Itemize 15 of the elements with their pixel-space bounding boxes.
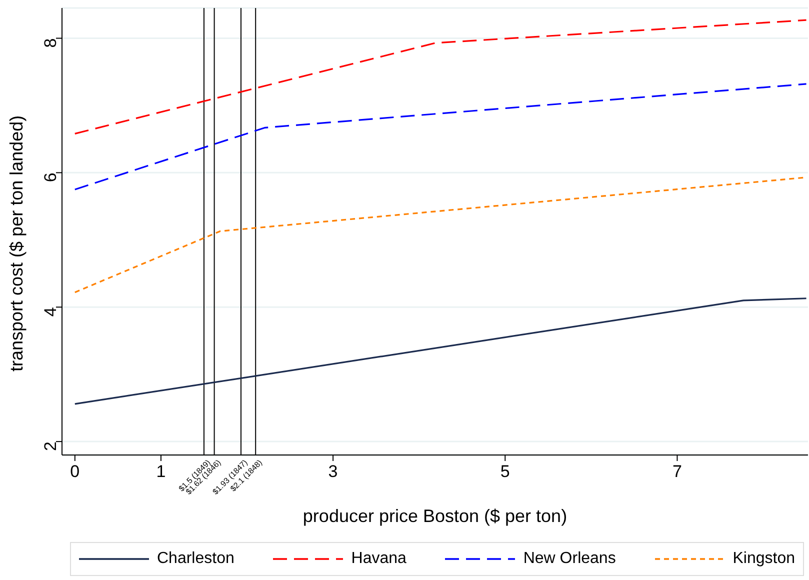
- x-tick-label: 7: [672, 462, 682, 481]
- legend-label: Charleston: [157, 550, 234, 568]
- y-tick-label: 2: [41, 442, 60, 452]
- x-tick-label: 5: [500, 462, 510, 481]
- legend-label: Kingston: [732, 550, 795, 568]
- y-axis-title: transport cost ($ per ton landed): [6, 115, 26, 372]
- y-tick-label: 6: [41, 172, 60, 182]
- x-tick-label: 1: [156, 462, 166, 481]
- y-tick-label: 4: [41, 307, 60, 317]
- legend-label: New Orleans: [523, 550, 616, 568]
- legend-label: Havana: [351, 550, 406, 568]
- x-axis-title: producer price Boston ($ per ton): [302, 506, 568, 526]
- x-tick-label: 0: [70, 462, 80, 481]
- y-tick-label: 8: [41, 38, 60, 48]
- x-tick-label: 3: [328, 462, 338, 481]
